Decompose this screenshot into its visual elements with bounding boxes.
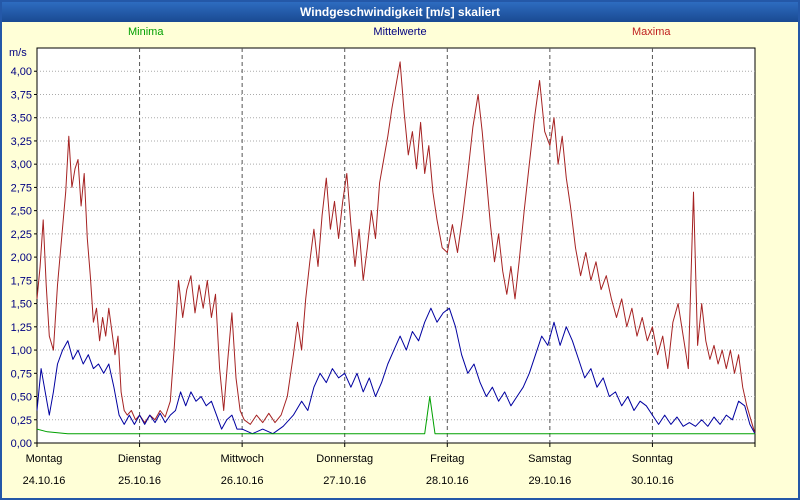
y-tick-label: 2,00 <box>11 252 32 264</box>
y-tick-label: 2,25 <box>11 229 32 241</box>
y-tick-label: 3,00 <box>11 159 32 171</box>
y-tick-label: 0,50 <box>11 392 32 404</box>
x-date-label: 27.10.16 <box>323 475 366 487</box>
x-date-label: 25.10.16 <box>118 475 161 487</box>
y-tick-label: 1,75 <box>11 275 32 287</box>
y-tick-label: 0,75 <box>11 368 32 380</box>
x-date-label: 30.10.16 <box>631 475 674 487</box>
y-tick-label: 1,25 <box>11 322 32 334</box>
x-day-label: Samstag <box>528 453 571 465</box>
series-line-maxima <box>36 61 756 434</box>
x-day-label: Donnerstag <box>316 453 373 465</box>
y-tick-label: 2,50 <box>11 206 32 218</box>
x-day-label: Montag <box>26 453 63 465</box>
y-tick-label: 3,50 <box>11 113 32 125</box>
y-tick-label: 0,25 <box>11 415 32 427</box>
legend-label-maxima: Maxima <box>632 26 671 38</box>
y-tick-label: 1,50 <box>11 299 32 311</box>
y-tick-label: 3,75 <box>11 89 32 101</box>
x-date-label: 29.10.16 <box>528 475 571 487</box>
series-line-mittelwerte <box>36 307 756 435</box>
x-date-label: 28.10.16 <box>426 475 469 487</box>
x-day-label: Dienstag <box>118 453 161 465</box>
x-date-label: 26.10.16 <box>221 475 264 487</box>
x-day-label: Mittwoch <box>220 453 263 465</box>
x-day-label: Freitag <box>430 453 464 465</box>
legend-label-mittelwerte: Mittelwerte <box>373 26 427 38</box>
y-tick-label: 4,00 <box>11 66 32 78</box>
series-line-minima <box>36 396 755 435</box>
y-tick-label: 2,75 <box>11 182 32 194</box>
y-tick-label: 0,00 <box>11 438 32 450</box>
legend-label-minima: Minima <box>128 26 164 38</box>
chart-legend: Minima Mittelwerte Maxima <box>2 22 798 42</box>
y-axis-unit-label: m/s <box>9 47 27 59</box>
y-tick-label: 1,00 <box>11 345 32 357</box>
wind-speed-chart: 0,00 0,25 0,50 0,75 1,00 1,25 1,50 1,75 2,00 2,25… <box>9 47 756 487</box>
window-title: Windgeschwindigkeit [m/s] skaliert <box>2 2 798 22</box>
plot-area <box>36 47 756 444</box>
x-day-label: Sonntag <box>632 453 673 465</box>
x-date-label: 24.10.16 <box>23 475 66 487</box>
y-tick-label: 3,25 <box>11 136 32 148</box>
